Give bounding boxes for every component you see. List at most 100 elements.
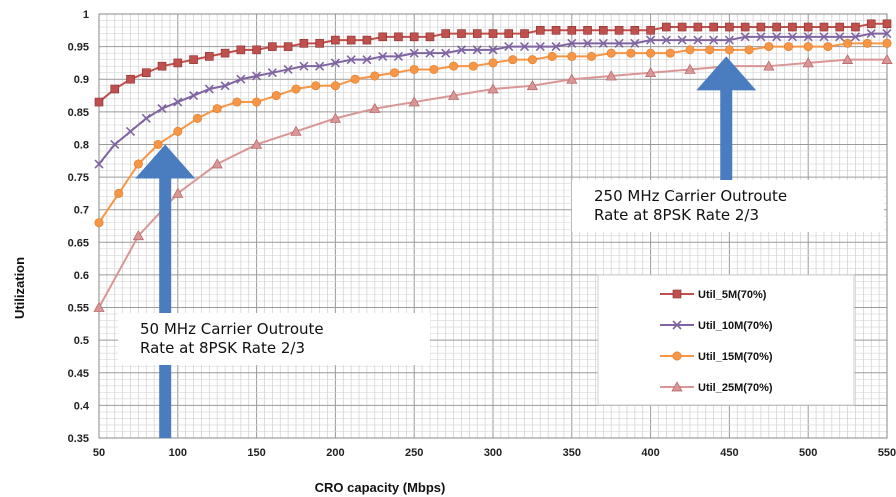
data-point (693, 35, 703, 45)
annotation-arrows (135, 56, 757, 438)
legend-box (597, 274, 855, 406)
data-point (299, 39, 309, 48)
data-point (468, 61, 478, 71)
data-point (803, 32, 813, 42)
y-tick-label: 0.6 (74, 270, 89, 282)
data-point (173, 58, 183, 68)
data-point (193, 113, 203, 123)
data-point (508, 55, 518, 65)
data-point (370, 71, 380, 81)
data-point (756, 32, 766, 42)
y-tick-label: 0.95 (68, 42, 89, 54)
annotation-arrow (696, 56, 757, 184)
data-point (842, 53, 854, 65)
series-layer (93, 19, 893, 312)
data-point (315, 61, 325, 71)
data-point (566, 73, 578, 84)
data-point (504, 29, 514, 38)
data-point (819, 22, 829, 32)
data-point (756, 22, 766, 32)
data-point (646, 48, 656, 58)
data-point (764, 42, 774, 52)
legend-entry: Util_10M(70%) (660, 320, 773, 332)
data-point (677, 35, 687, 45)
legend-entry: Util_25M(70%) (660, 381, 773, 394)
y-tick-label: 0.55 (68, 303, 89, 315)
data-point (393, 51, 404, 61)
data-point (189, 55, 198, 64)
data-point (173, 126, 183, 136)
data-point (268, 42, 277, 51)
legend-marker (671, 381, 683, 392)
data-point (835, 32, 845, 42)
x-tick-label: 200 (326, 447, 344, 459)
data-point (425, 32, 435, 42)
legend-label: Util_10M(70%) (698, 320, 773, 332)
legend-marker (672, 351, 682, 361)
data-point (835, 22, 845, 32)
data-point (205, 52, 214, 61)
data-point (535, 42, 545, 52)
data-point (740, 22, 750, 32)
data-point (599, 26, 608, 35)
data-point (389, 68, 399, 78)
data-point (862, 38, 872, 48)
data-point (646, 35, 656, 45)
data-point (583, 26, 592, 35)
legend-marker (672, 289, 682, 299)
y-axis-ticks: 0.35 0.4 0.45 0.5 0.55 0.6 0.65 0.7 0.75 0.8 0.85 0… (68, 9, 90, 445)
data-point (141, 68, 151, 78)
data-point (94, 218, 104, 228)
data-point (271, 91, 281, 101)
data-point (783, 42, 793, 52)
data-point (740, 32, 750, 42)
x-tick-label: 100 (169, 447, 187, 459)
data-point (567, 51, 577, 61)
data-point (94, 159, 104, 169)
data-point (299, 61, 309, 71)
data-point (110, 139, 120, 150)
x-tick-label: 300 (484, 447, 502, 459)
data-point (614, 38, 624, 48)
data-point (114, 188, 124, 198)
data-point (441, 29, 451, 38)
data-point (232, 97, 242, 107)
data-point (772, 22, 781, 32)
data-point (684, 63, 696, 74)
legend-entry: Util_5M(70%) (660, 289, 767, 301)
x-axis-ticks: 50 100 150 200 250 300 350 400 450 500 550 (93, 447, 896, 459)
data-point (409, 64, 419, 74)
data-point (744, 45, 754, 55)
data-point (456, 45, 467, 55)
data-point (283, 64, 293, 75)
data-point (626, 48, 636, 58)
data-point (110, 84, 120, 94)
data-point (220, 81, 230, 91)
data-point (267, 68, 277, 78)
data-point (315, 39, 324, 48)
data-point (802, 57, 814, 68)
data-point (646, 26, 655, 35)
annotation-text: 250 MHz Carrier Outroute (594, 187, 787, 205)
x-tick-label: 450 (720, 447, 738, 459)
legend-label: Util_15M(70%) (698, 351, 773, 363)
data-point (823, 42, 833, 52)
x-tick-label: 400 (641, 447, 659, 459)
data-point (551, 42, 561, 52)
data-point (378, 32, 387, 42)
y-tick-label: 0.4 (74, 400, 90, 412)
x-tick-label: 550 (878, 447, 896, 459)
data-point (488, 45, 498, 55)
data-point (582, 38, 593, 48)
data-point (449, 61, 459, 71)
data-point (488, 58, 498, 68)
data-point (645, 66, 657, 78)
data-point (787, 32, 798, 42)
data-point (369, 102, 381, 113)
legend-entry: Util_15M(70%) (660, 351, 773, 363)
data-point (132, 230, 144, 241)
data-point (850, 32, 861, 42)
data-point (586, 51, 596, 61)
data-point (212, 104, 222, 114)
